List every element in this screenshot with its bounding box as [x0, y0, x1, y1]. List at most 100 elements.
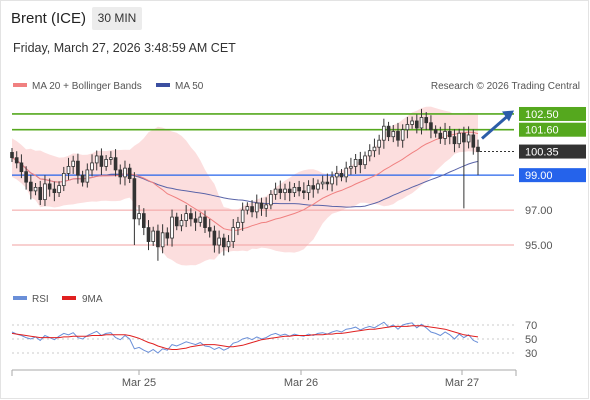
- candle-body: [377, 139, 381, 148]
- ma20-line: [11, 131, 479, 232]
- candle-body: [240, 209, 245, 223]
- candle-body: [259, 202, 264, 209]
- rsi-tick-50: 50: [525, 334, 537, 346]
- candle-body: [222, 237, 226, 248]
- candle-body: [217, 237, 221, 246]
- candle-body: [264, 204, 268, 209]
- candle-body: [372, 146, 377, 152]
- candle-body: [344, 167, 349, 178]
- timeframe-button[interactable]: 30 MIN: [92, 7, 142, 30]
- candle-body: [358, 159, 363, 166]
- candle-body: [466, 134, 471, 143]
- candle-body: [66, 166, 71, 174]
- x-tick-label: Mar 25: [122, 377, 156, 389]
- rsi-tick-70: 70: [525, 320, 537, 332]
- candle-body: [287, 188, 292, 194]
- candle-body: [156, 230, 160, 248]
- legend-label-ma50: MA 50: [175, 81, 204, 92]
- candle-body: [99, 155, 104, 167]
- candle-body: [160, 232, 165, 248]
- rsi-tick-30: 30: [525, 348, 537, 360]
- candle-body: [457, 132, 461, 145]
- level-tag-0: [519, 106, 586, 121]
- candle-body: [179, 220, 184, 227]
- candle-body: [476, 146, 480, 152]
- candle-body: [419, 117, 424, 129]
- candle-body: [353, 159, 358, 167]
- legend-swatch-ma50: [156, 83, 170, 87]
- candle-body: [278, 188, 283, 194]
- candle-body: [94, 155, 99, 164]
- candle-body: [184, 213, 188, 221]
- level-label-3: 99.00: [525, 170, 553, 182]
- candle-body: [269, 193, 273, 206]
- candle-body: [273, 188, 278, 195]
- candle-body: [424, 117, 429, 124]
- candle-body: [462, 132, 466, 143]
- candle-body: [250, 206, 254, 213]
- candle-body: [123, 167, 127, 178]
- legend-swatch-ma20: [13, 83, 27, 87]
- level-label-4: 97.00: [525, 205, 553, 217]
- chart-header: Brent (ICE) 30 MIN: [0, 0, 590, 38]
- candle-body: [43, 183, 47, 201]
- candle-body: [127, 167, 132, 180]
- level-label-5: 95.00: [525, 240, 553, 252]
- legend-label-rsi-ma: 9MA: [82, 294, 103, 305]
- candle-body: [57, 185, 61, 194]
- candle-body: [330, 176, 334, 185]
- candle-body: [396, 131, 400, 141]
- candle-body: [302, 190, 306, 194]
- instrument-title: Brent (ICE): [11, 10, 87, 27]
- candle-body: [236, 221, 240, 228]
- candle-body: [433, 129, 438, 134]
- candle-body: [400, 129, 405, 141]
- candle-body: [410, 120, 414, 125]
- candle-body: [151, 230, 156, 242]
- candle-body: [90, 162, 94, 171]
- candle-body: [132, 178, 137, 220]
- candle-body: [104, 159, 108, 167]
- legend-swatch-rsi-ma: [62, 296, 76, 300]
- candle-body: [113, 157, 118, 171]
- candle-body: [311, 185, 316, 190]
- candle-body: [283, 188, 287, 194]
- candle-body: [349, 166, 353, 169]
- candle-body: [339, 172, 344, 178]
- candle-body: [109, 157, 113, 160]
- candle-body: [76, 160, 80, 176]
- candle-body: [174, 216, 179, 227]
- candle-body: [47, 183, 52, 190]
- candle-body: [297, 186, 301, 192]
- candle-body: [386, 125, 391, 138]
- level-label-2: 100.35: [525, 147, 559, 159]
- candle-body: [24, 171, 28, 183]
- candle-body: [292, 186, 297, 194]
- candle-body: [316, 183, 320, 190]
- x-tick-label: Mar 26: [284, 377, 318, 389]
- candle-body: [141, 213, 146, 228]
- candle-body: [334, 172, 339, 178]
- candle-body: [14, 157, 19, 164]
- candle-body: [452, 136, 457, 145]
- candle-body: [118, 169, 123, 178]
- candle-body: [61, 172, 66, 187]
- candle-body: [10, 152, 14, 159]
- candle-body: [438, 132, 443, 139]
- candle-body: [367, 150, 372, 157]
- level-label-1: 101.60: [525, 125, 559, 137]
- level-label-0: 102.50: [525, 109, 559, 121]
- candle-body: [198, 216, 203, 223]
- candle-body: [203, 216, 207, 228]
- candle-body: [33, 186, 38, 192]
- candle-body: [414, 120, 419, 129]
- candle-body: [207, 227, 212, 232]
- candle-body: [212, 230, 217, 246]
- candle-body: [391, 131, 396, 138]
- legend-swatch-rsi: [13, 296, 27, 300]
- forecast-arrow-shaft: [481, 115, 508, 140]
- candle-body: [363, 155, 367, 166]
- rsi-line: [11, 321, 479, 354]
- candle-body: [165, 232, 170, 239]
